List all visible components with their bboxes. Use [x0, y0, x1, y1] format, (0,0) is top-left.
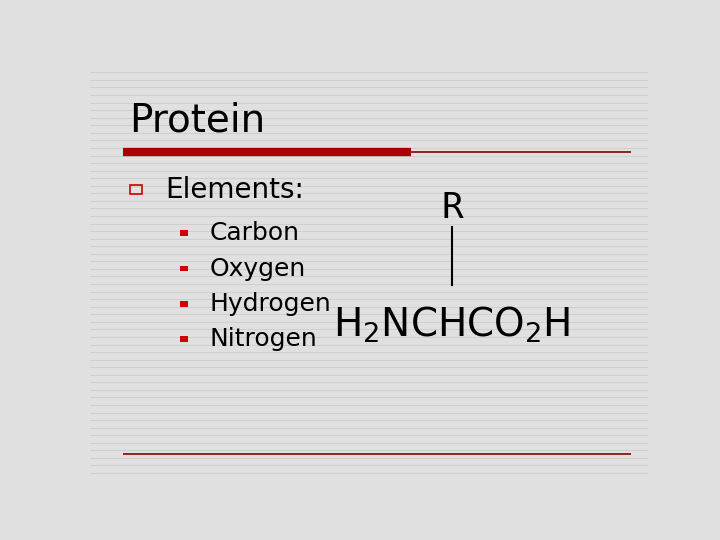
Bar: [180, 230, 188, 236]
Text: Carbon: Carbon: [210, 221, 300, 245]
Text: Hydrogen: Hydrogen: [210, 292, 332, 316]
Bar: [180, 301, 188, 307]
Text: Oxygen: Oxygen: [210, 256, 306, 281]
Text: $\mathsf{H_2NCHCO_2H}$: $\mathsf{H_2NCHCO_2H}$: [333, 305, 570, 345]
Bar: [180, 336, 188, 342]
Bar: [130, 185, 143, 194]
Text: Elements:: Elements:: [166, 176, 305, 204]
Text: Protein: Protein: [129, 102, 265, 140]
Bar: [180, 266, 188, 272]
Text: R: R: [441, 191, 463, 225]
Text: Nitrogen: Nitrogen: [210, 327, 318, 351]
